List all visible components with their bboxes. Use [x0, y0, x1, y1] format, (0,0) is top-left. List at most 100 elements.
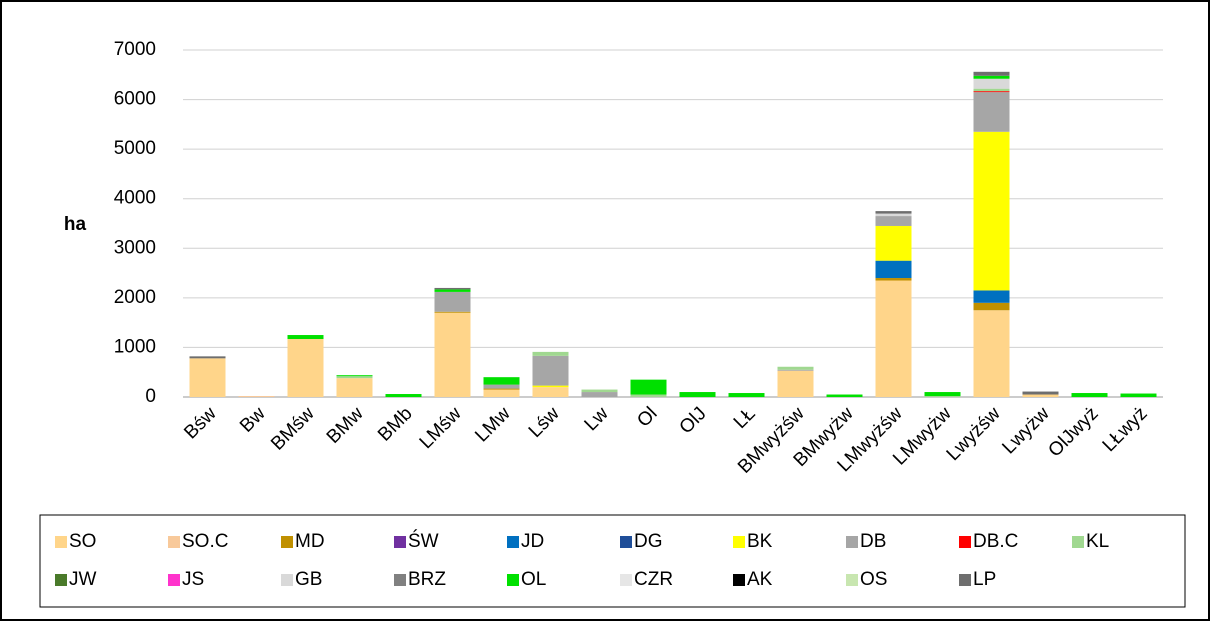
bar-segment — [777, 366, 814, 370]
bar-segment — [630, 394, 667, 397]
legend-label: CZR — [634, 569, 673, 590]
bar-segment — [973, 310, 1010, 397]
y-tick-label: 6000 — [114, 89, 156, 110]
legend-swatch — [394, 536, 406, 548]
bar-segment — [336, 375, 373, 377]
legend-swatch — [55, 536, 67, 548]
bar-segment — [532, 387, 569, 397]
bar-segment — [973, 131, 1010, 291]
legend-swatch — [846, 536, 858, 548]
legend-label: DB.C — [973, 531, 1018, 552]
legend-swatch — [507, 536, 519, 548]
bar-segment — [434, 291, 471, 312]
y-tick-label: 3000 — [114, 237, 156, 258]
bar-segment — [581, 389, 618, 393]
legend-label: GB — [295, 569, 322, 590]
bar-segment — [483, 384, 520, 389]
y-tick-label: 7000 — [114, 39, 156, 60]
bar-segment — [532, 385, 569, 388]
bar-segment — [581, 392, 618, 397]
legend-swatch — [394, 574, 406, 586]
legend-label: BRZ — [408, 569, 446, 590]
legend-label: AK — [747, 569, 773, 590]
legend-swatch — [1072, 536, 1084, 548]
bar-segment — [973, 78, 1010, 89]
legend-label: JS — [182, 569, 204, 590]
legend-swatch — [733, 574, 745, 586]
bar-segment — [1120, 393, 1157, 397]
legend-label: MD — [295, 531, 325, 552]
legend-label: KL — [1086, 531, 1109, 552]
bar-segment — [1022, 394, 1059, 397]
legend-label: JD — [521, 531, 544, 552]
bar-segment — [973, 71, 1010, 76]
legend-label: JW — [69, 569, 97, 590]
legend-swatch — [620, 536, 632, 548]
bar-segment — [532, 355, 569, 386]
bar-segment — [287, 339, 324, 397]
y-tick-label: 2000 — [114, 287, 156, 308]
legend-swatch — [507, 574, 519, 586]
legend-label: SO.C — [182, 531, 228, 552]
bar-segment — [1022, 391, 1059, 395]
legend-swatch — [959, 574, 971, 586]
bar-segment — [287, 335, 324, 340]
bar-segment — [973, 75, 1010, 79]
legend-label: OL — [521, 569, 546, 590]
legend-swatch — [846, 574, 858, 586]
bar-segment — [924, 392, 961, 397]
bar-segment — [679, 392, 716, 397]
y-axis-label: ha — [64, 214, 87, 235]
bar-segment — [875, 260, 912, 279]
legend-swatch — [733, 536, 745, 548]
legend-swatch — [620, 574, 632, 586]
legend-label: SO — [69, 531, 96, 552]
bar-segment — [728, 393, 765, 397]
bar-segment — [875, 213, 912, 217]
bar-segment — [875, 211, 912, 214]
legend-box — [39, 514, 1186, 608]
bar-segment — [777, 370, 814, 397]
legend-swatch — [55, 574, 67, 586]
bar-segment — [973, 290, 1010, 303]
bar-segment — [630, 379, 667, 395]
bar-segment — [973, 92, 1010, 132]
legend-swatch — [168, 574, 180, 586]
bar-segment — [875, 278, 912, 281]
legend-swatch — [168, 536, 180, 548]
bar-segment — [777, 369, 814, 371]
bar-segment — [336, 378, 373, 397]
legend-swatch — [281, 536, 293, 548]
bar-segment — [483, 377, 520, 385]
bar-segment — [532, 351, 569, 356]
bar-segment — [189, 356, 226, 359]
bar-segment — [826, 394, 863, 397]
bar-segment — [336, 376, 373, 379]
bar-segment — [483, 388, 520, 390]
y-tick-label: 4000 — [114, 188, 156, 209]
bar-segment — [973, 88, 1010, 92]
bar-segment — [924, 396, 961, 397]
legend-label: OS — [860, 569, 887, 590]
legend-label: BK — [747, 531, 773, 552]
bar-segment — [238, 396, 275, 397]
bar-segment — [434, 289, 471, 292]
y-tick-label: 0 — [145, 386, 156, 407]
bar-segment — [189, 358, 226, 397]
legend-label: ŚW — [408, 530, 439, 552]
bar-segment — [875, 225, 912, 261]
bar-segment — [434, 311, 471, 313]
bar-segment — [434, 287, 471, 290]
legend-label: LP — [973, 569, 996, 590]
legend-swatch — [281, 574, 293, 586]
y-tick-label: 5000 — [114, 138, 156, 159]
legend-swatch — [959, 536, 971, 548]
bar-segment — [875, 280, 912, 397]
y-tick-label: 1000 — [114, 336, 156, 357]
bar-segment — [875, 216, 912, 226]
legend-label: DB — [860, 531, 886, 552]
legend-label: DG — [634, 531, 663, 552]
bar-segment — [1071, 393, 1108, 397]
bar-segment — [973, 91, 1010, 93]
